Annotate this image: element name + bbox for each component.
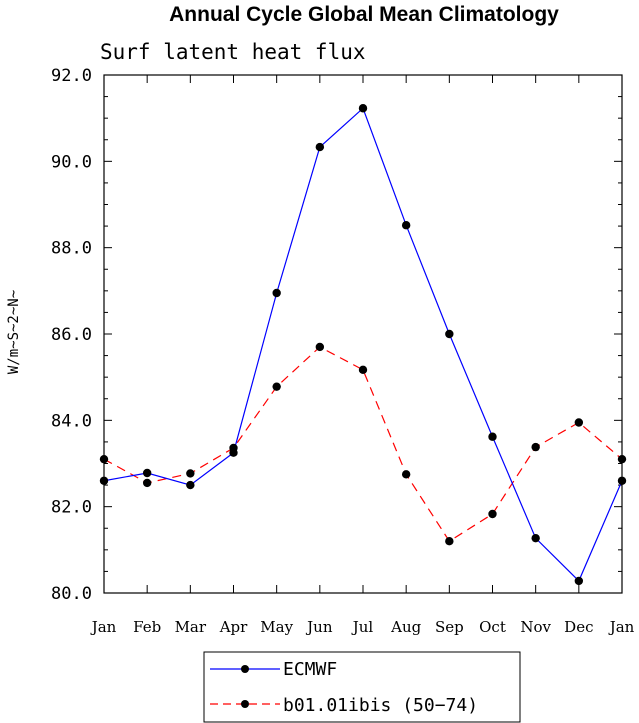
series-1-point [531, 442, 540, 452]
y-tick-label: 90.0 [51, 152, 92, 172]
y-tick-labels: 80.0 82.0 84.0 86.0 88.0 90.0 92.0 [51, 66, 92, 604]
series-0-point [186, 480, 195, 490]
y-tick-label: 92.0 [51, 66, 92, 86]
plot-frame [103, 74, 623, 594]
x-tick-label: Jul [351, 618, 374, 636]
legend-marker-ecmwf [241, 665, 249, 673]
series-0-point [445, 329, 454, 339]
series-0-point [315, 142, 325, 152]
x-tick-label: Dec [564, 618, 593, 636]
x-tick-label: Nov [520, 618, 551, 636]
y-tick-label: 86.0 [51, 325, 92, 345]
legend-marker-ibis [241, 700, 249, 708]
series-0-point [99, 476, 109, 485]
x-tick-label: Jun [305, 618, 333, 636]
x-tick-label: Oct [479, 618, 506, 636]
x-tick-label: Jan [90, 618, 117, 636]
series-1-point [229, 443, 238, 453]
series-1-point [142, 478, 152, 488]
series-0-point [617, 476, 627, 485]
series-0-point [142, 468, 152, 478]
y-tick-label: 80.0 [51, 584, 92, 604]
legend-label-ecmwf: ECMWF [283, 659, 337, 680]
series-0-point [358, 104, 368, 113]
legend-entry-ecmwf: ECMWF [210, 659, 337, 680]
series-1-point [358, 365, 368, 375]
legend-box [203, 651, 521, 723]
x-tick-label: Feb [133, 618, 161, 636]
series-0-point [488, 432, 497, 441]
series-1-point [488, 509, 497, 519]
x-tick-label: Apr [219, 618, 248, 636]
series-1-point [186, 469, 195, 478]
series-1-point [99, 454, 109, 464]
axis-ticks [103, 74, 623, 594]
y-tick-label: 82.0 [51, 498, 92, 518]
series-line-0 [103, 107, 623, 582]
chart-title: Annual Cycle Global Mean Climatology [169, 3, 559, 26]
series-0-point [531, 533, 540, 543]
y-axis-label: W/m~S~2~N~ [6, 290, 22, 374]
series-group [99, 104, 627, 586]
series-1-point [315, 342, 325, 352]
series-1-point [401, 470, 411, 479]
series-1-point [445, 537, 454, 546]
x-tick-label: Jan [608, 618, 635, 636]
y-tick-label: 88.0 [51, 239, 92, 259]
legend-label-ibis: b01.01ibis (50−74) [283, 695, 478, 716]
legend-entry-ibis: b01.01ibis (50−74) [210, 695, 478, 716]
series-0-point [574, 576, 584, 586]
y-tick-label: 84.0 [51, 411, 92, 431]
series-line-1 [103, 346, 623, 543]
x-tick-label: May [260, 618, 293, 636]
series-0-point [401, 221, 411, 230]
series-1-point [617, 454, 627, 464]
x-tick-label: Mar [175, 618, 207, 636]
series-0-point [272, 288, 281, 298]
series-1-point [574, 418, 584, 427]
chart-subtitle: Surf latent heat flux [100, 40, 366, 64]
series-1-point [272, 382, 281, 391]
x-tick-labels: Jan Feb Mar Apr May Jun Jul Aug Sep Oct Nov Dec Jan [90, 618, 635, 636]
x-tick-label: Aug [390, 618, 421, 636]
x-tick-label: Sep [435, 618, 464, 636]
